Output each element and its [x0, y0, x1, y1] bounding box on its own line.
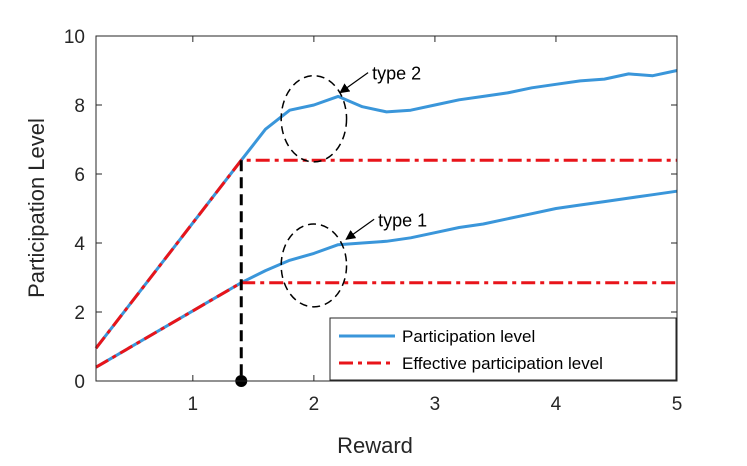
x-tick-label: 1 [188, 394, 199, 415]
y-tick-label: 6 [74, 165, 85, 186]
y-tick-label: 4 [74, 234, 85, 255]
series-line-1-2 [95, 189, 678, 369]
annotation-label-2: type 1 [378, 210, 427, 230]
series-line-1-1 [94, 69, 678, 350]
chart-legend: Participation level Effective participati… [329, 317, 677, 381]
x-tick-label: 2 [309, 394, 320, 415]
annotation-label-1: type 2 [372, 64, 421, 84]
x-axis-label: Reward [337, 433, 413, 458]
annotation-ellipse-2 [280, 223, 348, 308]
y-tick-label: 8 [74, 96, 85, 117]
legend-box [329, 317, 677, 381]
chart-annotations: type 2 type 1 [280, 64, 427, 308]
y-tick-label: 2 [74, 303, 85, 324]
axes-box [95, 35, 678, 382]
annotation-arrow-1 [339, 72, 369, 94]
y-tick-label: 0 [74, 372, 85, 393]
legend-entry-2: Effective participation level [402, 354, 603, 373]
x-tick-label: 4 [551, 394, 562, 415]
chart-axes: 1 2 3 4 5 0 2 4 6 8 10 [64, 27, 682, 415]
legend-entry-1: Participation level [402, 327, 535, 346]
annotation-ellipse-1 [280, 74, 348, 163]
y-axis-label: Participation Level [24, 118, 49, 298]
x-tick-label: 5 [672, 394, 683, 415]
y-tick-label: 10 [64, 27, 85, 48]
annotation-arrow-2 [345, 218, 375, 240]
x-tick-label: 3 [430, 394, 441, 415]
